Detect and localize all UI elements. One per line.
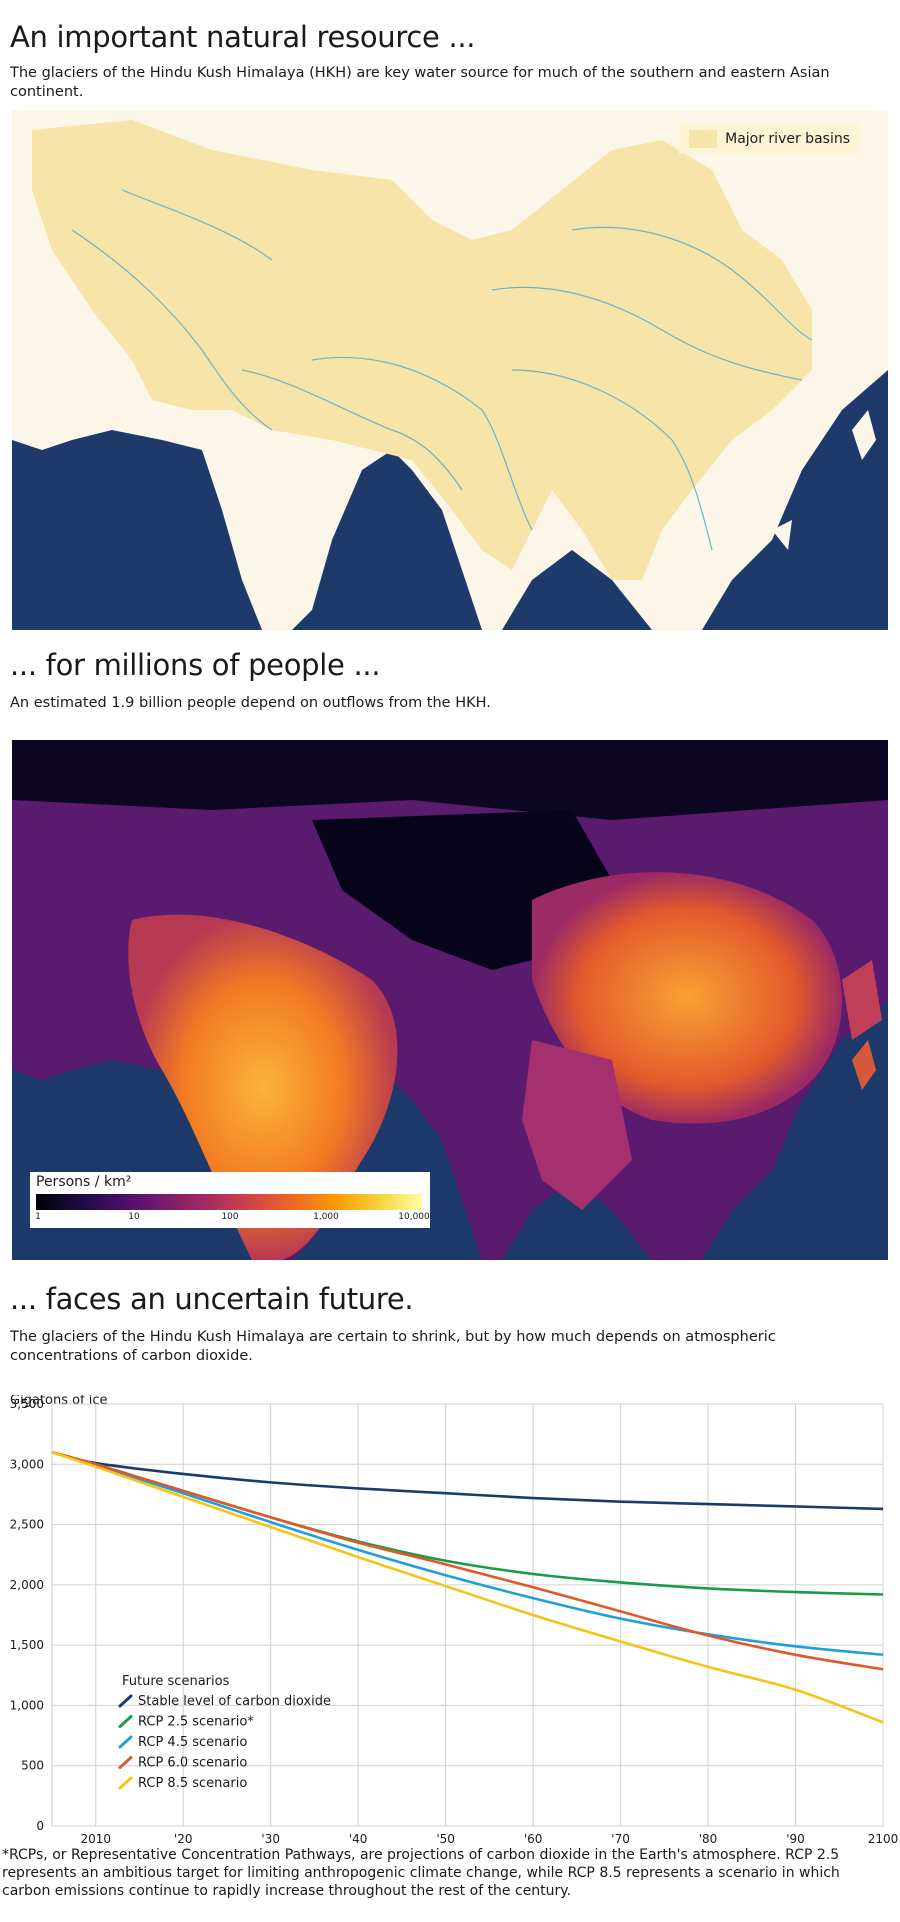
y-tick-label: 500 [21,1759,44,1773]
y-tick-label: 2,500 [10,1518,44,1532]
legend-swatch [118,1694,133,1708]
y-tick-label: 2,000 [10,1578,44,1592]
population-density-map: Persons / km² 1 10 100 1,000 10,000 [12,740,888,1260]
x-tick-label: '60 [524,1832,543,1846]
legend-label: RCP 6.0 scenario [138,1756,247,1771]
y-tick-label: 0 [36,1819,44,1833]
y-tick-label: 3,500 [10,1397,44,1411]
x-tick-label: '90 [786,1832,805,1846]
population-legend-tick: 10 [128,1212,140,1222]
legend-title: Future scenarios [122,1674,230,1689]
x-tick-label: '50 [436,1832,455,1846]
river-basins-map: Major river basins [12,110,888,630]
river-basin-swatch [689,130,718,148]
river-basins-legend-label: Major river basins [725,131,850,147]
legend-label: RCP 8.5 scenario [138,1776,247,1791]
y-tick-label: 3,000 [10,1457,44,1471]
population-legend-tick: 100 [221,1212,239,1222]
series-line [51,1450,884,1511]
x-tick-label: '40 [349,1832,368,1846]
population-legend-title: Persons / km² [36,1174,132,1190]
population-color-ramp [36,1194,422,1210]
legend-label: RCP 2.5 scenario* [138,1715,254,1730]
series-line [51,1450,884,1724]
y-axis-label: Gigatons of ice [10,1395,108,1408]
river-basins-map-image [12,110,888,630]
x-tick-label: '80 [699,1832,718,1846]
population-legend-tick: 1 [35,1212,41,1222]
legend-swatch [118,1735,133,1749]
ice-projection-chart: Gigatons of ice 0 500 1,000 1,500 2,000 2,500 3… [10,1395,899,1846]
footnote: *RCPs, or Representative Concentration P… [2,1847,840,1899]
river-basins-legend: Major river basins [679,124,860,154]
legend-swatch [118,1776,133,1790]
x-tick-label: 2010 [80,1832,111,1846]
x-tick-label: '20 [174,1832,193,1846]
section-subtitle-people: An estimated 1.9 billion people depend o… [10,695,491,711]
legend-swatch [118,1715,133,1728]
section-subtitle-resource: The glaciers of the Hindu Kush Himalaya … [10,65,830,100]
legend-label: Stable level of carbon dioxide [138,1694,331,1709]
population-legend-tick: 10,000 [398,1212,430,1222]
section-title-resource: An important natural resource ... [10,20,476,54]
section-title-people: ... for millions of people ... [10,648,381,682]
series-line [51,1450,884,1657]
y-tick-label: 1,500 [10,1638,44,1652]
series-line [51,1450,884,1671]
x-tick-label: '70 [611,1832,630,1846]
section-subtitle-future: The glaciers of the Hindu Kush Himalaya … [10,1329,776,1364]
population-legend-tick: 1,000 [313,1212,339,1222]
x-tick-label: '30 [261,1832,280,1846]
x-tick-label: 2100 [868,1832,899,1846]
legend-label: RCP 4.5 scenario [138,1735,247,1750]
population-legend: Persons / km² 1 10 100 1,000 10,000 [30,1172,430,1228]
section-title-future: ... faces an uncertain future. [10,1282,414,1316]
y-tick-label: 1,000 [10,1698,44,1712]
population-density-map-image [12,740,888,1260]
legend-swatch [118,1756,133,1769]
